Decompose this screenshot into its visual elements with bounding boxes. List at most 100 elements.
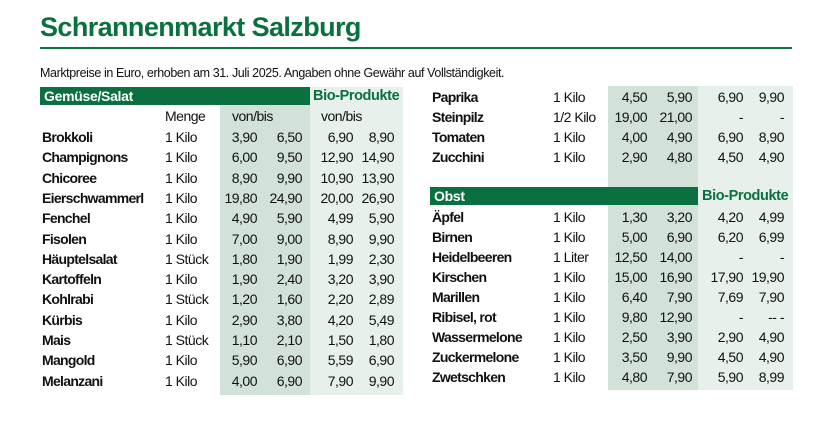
price-to: 24,90 <box>269 189 302 206</box>
quantity: 1 Kilo <box>553 89 586 105</box>
bio-price-from: 10,90 <box>320 169 353 186</box>
bio-price-from: 2,20 <box>327 291 354 308</box>
table-row: Ribisel, rot 1 Kilo 9,80 12,90 - -- - <box>430 307 793 327</box>
page-title: Schrannenmarkt Salzburg <box>40 12 361 42</box>
bio-price-to: 9,90 <box>368 372 395 389</box>
bio-price-from: 3,20 <box>327 271 354 288</box>
price-from: 1,90 <box>231 271 258 288</box>
quantity: 1 Kilo <box>165 149 198 166</box>
bio-price-from: 4,99 <box>327 210 354 227</box>
title-divider <box>40 47 792 49</box>
bio-price-to: 7,90 <box>758 289 785 305</box>
quantity: 1 Kilo <box>553 349 586 365</box>
table-row: Melanzani 1 Kilo 4,00 6,90 7,90 9,90 <box>40 371 403 391</box>
table-row: Kürbis 1 Kilo 2,90 3,80 4,20 5,49 <box>40 310 403 330</box>
table-row: Chicoree 1 Kilo 8,90 9,90 10,90 13,90 <box>40 168 403 188</box>
price-to: 3,20 <box>666 209 693 225</box>
quantity: 1 Liter <box>553 249 589 265</box>
quantity: 1 Kilo <box>165 311 198 328</box>
price-from: 19,80 <box>224 189 257 206</box>
table-row: Mais 1 Stück 1,10 2,10 1,50 1,80 <box>40 330 403 350</box>
price-to: 9,00 <box>276 230 303 247</box>
bio-price-to: 4,90 <box>758 349 785 365</box>
table-row: Kohlrabi 1 Stück 1,20 1,60 2,20 2,89 <box>40 289 403 309</box>
product-name: Mangold <box>42 352 95 369</box>
vegetable-fruit-table-continued: Obst Bio-Produkte Paprika 1 Kilo 4,50 5,90 6… <box>430 86 793 390</box>
product-name: Kirschen <box>432 269 487 285</box>
table-row: Heidelbeeren 1 Liter 12,50 14,00 - - <box>430 247 793 267</box>
price-from: 4,80 <box>621 369 648 385</box>
price-to: 5,90 <box>276 210 303 227</box>
product-name: Zwetschken <box>432 369 506 385</box>
product-name: Fisolen <box>42 230 87 247</box>
bio-price-to: 5,49 <box>368 311 395 328</box>
bio-price-from: 8,90 <box>327 230 354 247</box>
table-row: Äpfel 1 Kilo 1,30 3,20 4,20 4,99 <box>430 207 793 227</box>
price-from: 3,90 <box>231 129 258 145</box>
product-name: Tomaten <box>432 129 485 145</box>
price-from: 2,90 <box>231 311 258 328</box>
bio-price-from: 5,90 <box>717 369 744 385</box>
price-to: 14,00 <box>659 249 692 265</box>
table-row: Kartoffeln 1 Kilo 1,90 2,40 3,20 3,90 <box>40 269 403 289</box>
price-from: 5,00 <box>621 229 648 245</box>
bio-price-to: 9,90 <box>758 89 785 105</box>
product-name: Kohlrabi <box>42 291 94 308</box>
bio-price-to: 8,99 <box>758 369 785 385</box>
bio-price-from: 5,59 <box>327 352 354 369</box>
price-to: 6,90 <box>276 352 303 369</box>
table-row: Zuckermelone 1 Kilo 3,50 9,90 4,50 4,90 <box>430 347 793 367</box>
price-from: 15,00 <box>614 269 647 285</box>
price-from: 9,80 <box>621 309 648 325</box>
table-row: Fenchel 1 Kilo 4,90 5,90 4,99 5,90 <box>40 208 403 228</box>
price-from: 3,50 <box>621 349 648 365</box>
col-bio-vonbis: von/bis <box>321 108 362 124</box>
price-from: 1,80 <box>231 250 258 267</box>
product-name: Zucchini <box>432 149 485 165</box>
price-to: 2,40 <box>276 271 303 288</box>
bio-price-from: 4,50 <box>717 149 744 165</box>
bio-price-to: - <box>779 109 785 125</box>
table-row: Häuptelsalat 1 Stück 1,80 1,90 1,99 2,30 <box>40 249 403 269</box>
conventional-price-column <box>220 105 310 395</box>
bio-price-to: 6,90 <box>368 352 395 369</box>
table-row: Steinpilz 1/2 Kilo 19,00 21,00 - - <box>430 107 793 127</box>
bio-price-to: 4,90 <box>758 149 785 165</box>
bio-price-to: -- - <box>768 309 784 325</box>
price-to: 6,90 <box>276 372 303 389</box>
price-to: 9,50 <box>276 149 303 166</box>
product-name: Wassermelone <box>432 329 523 345</box>
bio-price-to: 9,90 <box>368 230 395 247</box>
table-row: Kirschen 1 Kilo 15,00 16,90 17,90 19,90 <box>430 267 793 287</box>
quantity: 1 Kilo <box>553 309 586 325</box>
price-to: 6,50 <box>276 129 303 145</box>
column-headers: Menge von/bis von/bis <box>40 106 403 126</box>
price-from: 7,00 <box>231 230 258 247</box>
price-from: 1,20 <box>231 291 258 308</box>
section-header-vegetables: Gemüse/Salat <box>40 87 310 105</box>
bio-price-from: - <box>738 109 744 125</box>
table-row: Birnen 1 Kilo 5,00 6,90 6,20 6,99 <box>430 227 793 247</box>
product-name: Mais <box>42 332 71 348</box>
price-to: 1,60 <box>276 291 303 308</box>
quantity: 1 Kilo <box>165 352 198 369</box>
bio-header: Bio-Produkte <box>702 188 789 204</box>
bio-price-from: - <box>738 249 744 265</box>
quantity: 1 Kilo <box>165 210 198 227</box>
bio-price-from: 1,99 <box>327 250 354 267</box>
product-name: Fenchel <box>42 210 91 227</box>
table-row: Mangold 1 Kilo 5,90 6,90 5,59 6,90 <box>40 350 403 370</box>
table-row: Fisolen 1 Kilo 7,00 9,00 8,90 9,90 <box>40 229 403 249</box>
bio-price-from: 4,20 <box>717 209 744 225</box>
table-row: Paprika 1 Kilo 4,50 5,90 6,90 9,90 <box>430 87 793 107</box>
price-from: 5,90 <box>231 352 258 369</box>
price-to: 9,90 <box>666 349 693 365</box>
quantity: 1 Kilo <box>553 149 586 165</box>
bio-price-to: - <box>779 249 785 265</box>
quantity: 1 Stück <box>165 291 209 308</box>
price-from: 4,00 <box>621 129 648 145</box>
bio-price-from: 17,90 <box>710 269 743 285</box>
product-name: Äpfel <box>432 209 464 225</box>
product-name: Melanzani <box>42 372 103 389</box>
product-name: Häuptelsalat <box>42 250 118 267</box>
